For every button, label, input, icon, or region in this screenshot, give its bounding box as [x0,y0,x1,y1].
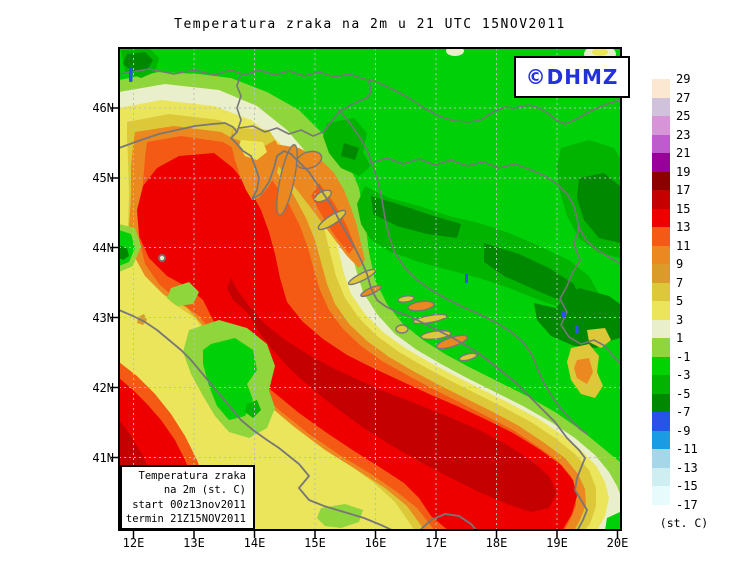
gridlines [119,48,621,530]
colorbar-tick-label: -11 [676,442,698,456]
colorbar-cell [652,208,670,227]
colorbar-tick-label: 7 [676,275,684,290]
colorbar-cell [652,134,670,153]
lon-label: 14E [243,536,266,550]
colorbar-cell [652,153,670,172]
colorbar-tick-label: 17 [676,183,691,197]
colorbar-cell [652,430,670,449]
colorbar-tick-label: 23 [676,127,691,142]
colorbar-cell [652,97,670,116]
colorbar-cell [652,356,670,375]
colorbar-tick-label: 29 [676,72,691,86]
colorbar-cell [652,264,670,283]
lat-label: 42N [92,380,114,395]
page-title: Temperatura zraka na 2m u 21 UTC 15NOV20… [174,17,566,32]
cold-spots [129,68,579,334]
colorbar-tick-label: -13 [676,460,698,475]
dhmz-watermark-box: ©DHMZ [514,56,630,98]
colorbar-tick-label: -15 [676,479,698,493]
lon-label: 17E [425,536,447,550]
colorbar [652,79,670,505]
colorbar-cell [652,282,670,301]
lon-label: 18E [485,536,508,550]
lon-label: 13E [183,536,205,550]
colorbar-cell [652,319,670,338]
lon-label: 19E [546,536,568,550]
lat-label: 44N [92,240,114,255]
colorbar-cell [652,227,670,246]
lat-label: 46N [92,101,114,115]
colorbar-cell [652,301,670,320]
colorbar-cell [652,338,670,357]
lat-label: 41N [92,450,114,465]
colorbar-tick-label: -7 [676,405,691,419]
dhmz-logo: ©DHMZ [525,65,619,89]
colorbar-tick-label: 21 [676,146,691,160]
colorbar-tick-label: 25 [676,109,691,123]
lat-label: 43N [92,310,114,325]
colorbar-tick-label: -1 [676,349,691,364]
colorbar-cell [652,393,670,412]
colorbar-labels: 29 27 25 23 21 19 17 15 13 11 9 7 5 3 1 -1 -3 -5 -7 -9 -11 -1… [676,72,716,519]
run-info-line: Temperatura zraka [138,469,246,482]
colorbar-tick-label: -17 [676,497,698,512]
colorbar-tick-label: 3 [676,312,684,327]
run-info-line: start 00z13nov2011 [132,498,246,511]
colorbar-tick-label: -5 [676,386,691,401]
lon-label: 12E [122,536,145,550]
colorbar-tick-label: 15 [676,201,691,216]
colorbar-tick-label: -3 [676,368,691,382]
colorbar-cell [652,412,670,431]
temperature-fill-regions [119,48,621,530]
colorbar-unit-label: (st. C) [659,516,709,530]
coastlines [119,122,588,530]
colorbar-tick-label: 9 [676,257,684,271]
colorbar-cell [652,486,670,505]
colorbar-tick-label: 11 [676,238,691,253]
colorbar-cell [652,375,670,394]
colorbar-cell [652,171,670,190]
colorbar-cell [652,467,670,486]
colorbar-cell [652,116,670,135]
colorbar-tick-label: -9 [676,423,691,438]
map-frame [118,47,622,531]
run-info-line: termin 21Z15NOV2011 [125,513,246,525]
colorbar-cell [652,245,670,264]
colorbar-cell [652,449,670,468]
colorbar-tick-label: 19 [676,164,691,179]
colorbar-cell [652,190,670,209]
run-info-line: na 2m (st. C) [163,484,246,496]
colorbar-tick-label: 13 [676,220,691,234]
colorbar-tick-label: 1 [676,331,684,345]
lon-label: 20E [606,536,629,550]
colorbar-tick-label: 27 [676,90,691,105]
country-borders [119,68,621,435]
run-info-box: Temperatura zraka na 2m (st. C) start 00z1… [120,465,255,530]
temperature-map [111,47,622,538]
axis-ticks [111,107,619,538]
colorbar-tick-label: 5 [676,294,684,308]
lon-label: 16E [364,536,387,550]
lat-label: 45N [92,171,114,185]
colorbar-cell [652,79,670,98]
lon-label: 15E [304,536,326,550]
